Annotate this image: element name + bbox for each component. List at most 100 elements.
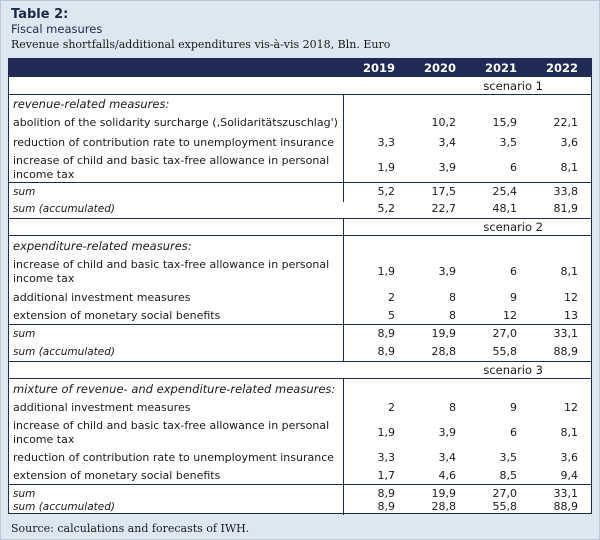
row-label: sum (accumulated) [13, 346, 115, 358]
cell: 27,0 [492, 487, 518, 500]
cell: 8,9 [377, 500, 396, 513]
scenario-label: scenario 3 [483, 363, 543, 377]
cell: 4,6 [438, 469, 457, 482]
cell: 12 [564, 401, 578, 414]
data-table: 2019 2020 2021 2022 scenario 1 revenue-r… [8, 58, 592, 515]
row-label: extension of monetary social benefits [13, 469, 221, 482]
cell: 13 [564, 309, 578, 322]
row-label: additional investment measures [13, 291, 191, 304]
cell: 6 [510, 161, 517, 174]
row-label: sum [13, 328, 36, 340]
divider [9, 484, 591, 485]
scenario-3-header: scenario 3 [9, 362, 591, 379]
cell: 2 [388, 401, 395, 414]
cell: 6 [510, 265, 517, 278]
table-title: Table 2: [11, 7, 69, 22]
cell: 5 [388, 309, 395, 322]
year-header: 2021 [484, 61, 517, 75]
cell: 8,1 [560, 161, 579, 174]
cell: 6 [510, 426, 517, 439]
cell: 22,7 [431, 202, 457, 215]
cell: 1,7 [377, 469, 396, 482]
row-label: increase of child and basic tax-free all… [13, 154, 330, 181]
row-label: increase of child and basic tax-free all… [13, 258, 330, 285]
cell: 15,9 [492, 116, 518, 129]
cell: 8,5 [499, 469, 518, 482]
cell: 48,1 [492, 202, 518, 215]
year-header-row: 2019 2020 2021 2022 [9, 59, 591, 77]
cell: 3,3 [377, 136, 396, 149]
cell: 8,1 [560, 426, 579, 439]
cell: 33,1 [553, 487, 579, 500]
cell: 88,9 [553, 500, 579, 513]
cell: 5,2 [377, 185, 396, 198]
cell: 1,9 [377, 426, 396, 439]
scenario-label: scenario 2 [483, 220, 543, 234]
cell: 19,9 [431, 327, 457, 340]
cell: 88,9 [553, 345, 579, 358]
column-divider [343, 219, 344, 362]
cell: 25,4 [492, 185, 518, 198]
cell: 81,9 [553, 202, 579, 215]
scenario-label: scenario 1 [483, 79, 543, 93]
row-label: reduction of contribution rate to unempl… [13, 136, 335, 149]
cell: 3,9 [438, 426, 457, 439]
cell: 3,5 [499, 136, 518, 149]
cell: 8,9 [377, 345, 396, 358]
cell: 3,9 [438, 265, 457, 278]
year-header: 2019 [362, 61, 395, 75]
scenario-1-header: scenario 1 [9, 78, 591, 95]
row-label: abolition of the solidarity surcharge (‚… [13, 116, 338, 129]
scenario-2-header: scenario 2 [9, 219, 591, 236]
row-label: sum [13, 488, 36, 500]
column-divider [343, 94, 344, 202]
year-header: 2020 [423, 61, 456, 75]
row-label: sum (accumulated) [13, 501, 115, 513]
cell: 8 [449, 309, 456, 322]
column-divider [343, 379, 344, 515]
row-label: reduction of contribution rate to unempl… [13, 451, 335, 464]
cell: 8 [449, 401, 456, 414]
cell: 33,1 [553, 327, 579, 340]
section-heading: revenue-related measures: [13, 97, 170, 111]
cell: 3,4 [438, 136, 457, 149]
section-heading: mixture of revenue- and expenditure-rela… [13, 382, 336, 396]
cell: 8,1 [560, 265, 579, 278]
cell: 1,9 [377, 265, 396, 278]
cell: 9 [510, 291, 517, 304]
cell: 55,8 [492, 500, 518, 513]
cell: 19,9 [431, 487, 457, 500]
source-note: Source: calculations and forecasts of IW… [11, 522, 250, 535]
cell: 2 [388, 291, 395, 304]
divider [9, 361, 591, 362]
cell: 28,8 [431, 345, 457, 358]
cell: 55,8 [492, 345, 518, 358]
cell: 8,9 [377, 487, 396, 500]
cell: 1,9 [377, 161, 396, 174]
cell: 12 [564, 291, 578, 304]
divider [9, 324, 591, 325]
year-header: 2022 [545, 61, 578, 75]
table-header: Table 2: Fiscal measures Revenue shortfa… [11, 7, 593, 52]
cell: 9 [510, 401, 517, 414]
cell: 3,6 [560, 451, 579, 464]
cell: 3,9 [438, 161, 457, 174]
divider [9, 182, 591, 183]
divider [9, 218, 591, 219]
cell: 9,4 [560, 469, 579, 482]
cell: 3,6 [560, 136, 579, 149]
table-description: Revenue shortfalls/additional expenditur… [11, 38, 391, 51]
cell: 12 [503, 309, 517, 322]
section-heading: expenditure-related measures: [13, 239, 192, 253]
row-label: increase of child and basic tax-free all… [13, 419, 330, 446]
cell: 27,0 [492, 327, 518, 340]
cell: 3,3 [377, 451, 396, 464]
cell: 33,8 [553, 185, 579, 198]
cell: 8 [449, 291, 456, 304]
cell: 22,1 [553, 116, 579, 129]
cell: 5,2 [377, 202, 396, 215]
cell: 17,5 [431, 185, 457, 198]
cell: 3,4 [438, 451, 457, 464]
table-subtitle: Fiscal measures [11, 22, 103, 36]
